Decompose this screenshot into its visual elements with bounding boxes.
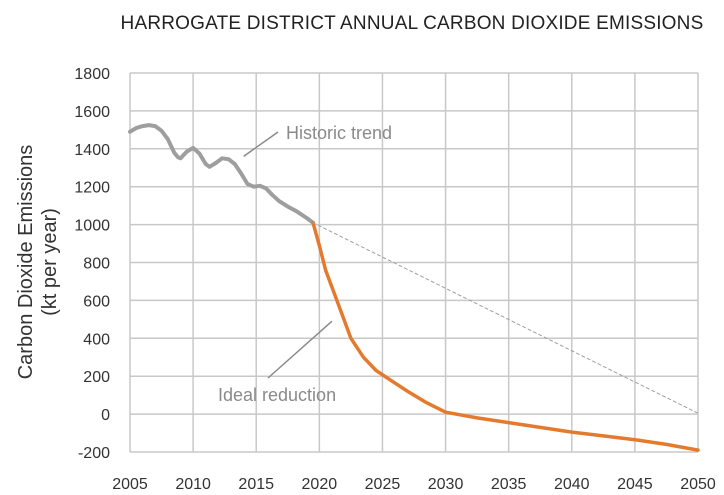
chart-title: HARROGATE DISTRICT ANNUAL CARBON DIOXIDE… xyxy=(121,13,704,34)
x-tick-label: 2035 xyxy=(491,476,527,493)
y-tick-label: 1200 xyxy=(74,180,110,197)
y-axis-label: Carbon Dioxide Emissions (kt per year) xyxy=(15,145,61,380)
historic-trend-annotation: Historic trend xyxy=(286,123,392,143)
x-tick-labels: 2005 2010 2015 2020 2025 2030 2035 2040 2045 2050 xyxy=(112,476,716,493)
y-axis-label-line-2: (kt per year) xyxy=(39,208,61,316)
x-tick-label: 2015 xyxy=(238,476,274,493)
x-tick-label: 2030 xyxy=(428,476,464,493)
x-tick-label: 2040 xyxy=(554,476,590,493)
x-tick-label: 2010 xyxy=(175,476,211,493)
y-tick-label: -200 xyxy=(78,445,110,462)
y-tick-label: 0 xyxy=(101,407,110,424)
y-tick-label: 400 xyxy=(83,331,110,348)
x-tick-label: 2020 xyxy=(302,476,338,493)
x-tick-label: 2025 xyxy=(365,476,401,493)
y-tick-label: 800 xyxy=(83,256,110,273)
trend-projection-line xyxy=(312,222,699,414)
ideal-reduction-annotation: Ideal reduction xyxy=(218,385,336,405)
annotations: Historic trend Ideal reduction xyxy=(218,123,392,405)
x-tick-label: 2005 xyxy=(112,476,148,493)
historic-trend-leader xyxy=(243,131,279,157)
ideal-reduction-line xyxy=(311,220,700,452)
y-tick-label: 600 xyxy=(83,293,110,310)
x-tick-label: 2045 xyxy=(617,476,653,493)
y-tick-label: 200 xyxy=(83,369,110,386)
y-tick-label: 1600 xyxy=(74,104,110,121)
y-axis-label-line-1: Carbon Dioxide Emissions xyxy=(15,145,37,380)
historic-trend-line xyxy=(128,123,315,225)
grid xyxy=(129,72,699,453)
y-tick-label: 1800 xyxy=(74,66,110,83)
ideal-reduction-leader xyxy=(267,320,333,379)
y-tick-labels: -200 0 200 400 600 800 1000 1200 1400 1600 1800 xyxy=(74,66,110,462)
x-tick-label: 2050 xyxy=(680,476,716,493)
y-tick-label: 1000 xyxy=(74,218,110,235)
y-tick-label: 1400 xyxy=(74,142,110,159)
series-lines xyxy=(128,123,700,452)
